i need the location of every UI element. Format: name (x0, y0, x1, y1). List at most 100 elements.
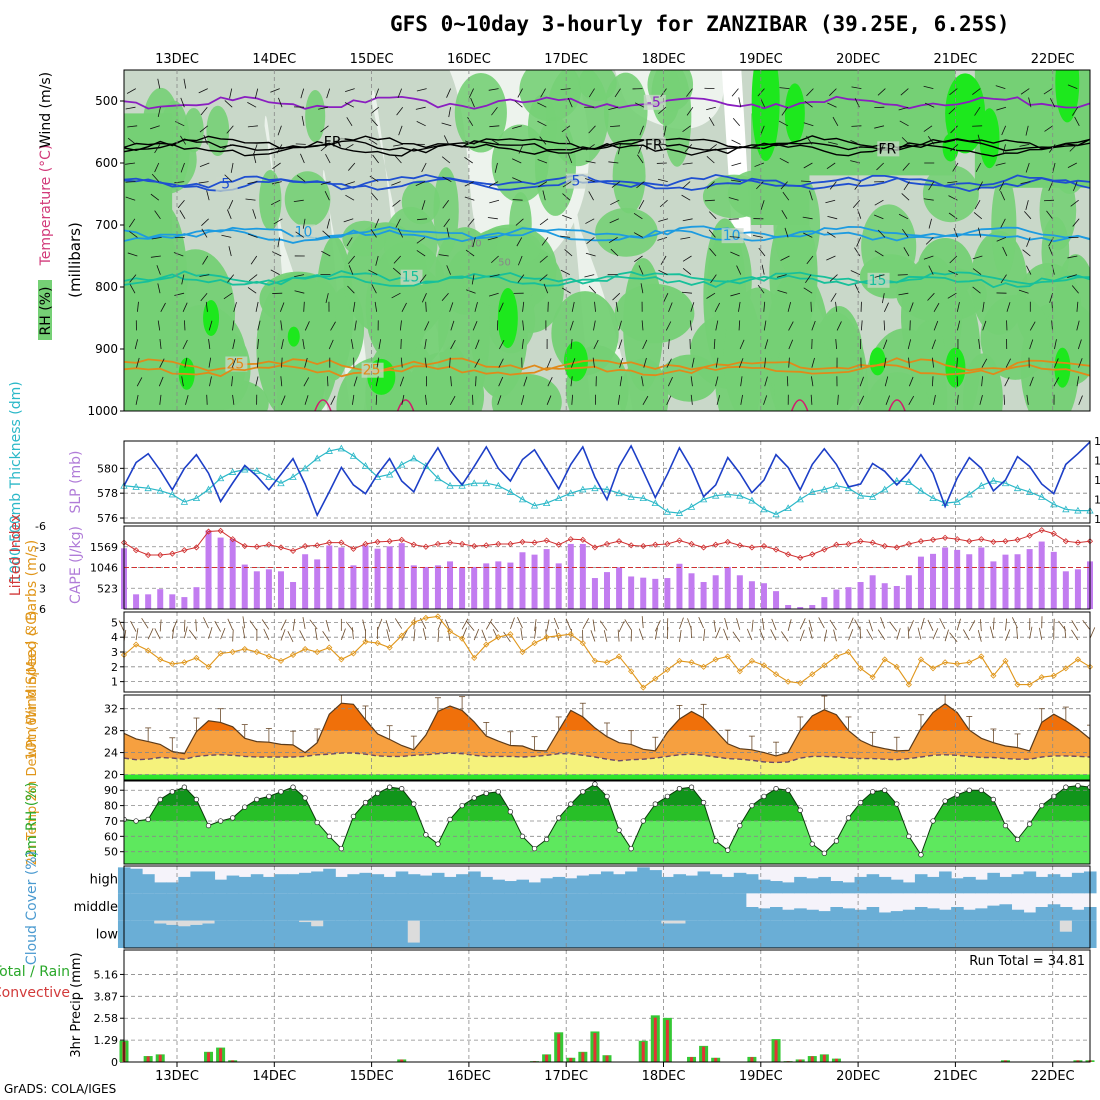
date-label-bottom: 17DEC (544, 1069, 588, 1084)
wind-barb (706, 106, 716, 111)
wind-barb (515, 218, 524, 226)
wind-barb (503, 631, 511, 642)
wind-barb (832, 116, 839, 126)
wind-barb (300, 153, 305, 164)
wind-barb (758, 247, 766, 257)
cloud-middle-bar (395, 893, 409, 921)
precip-tick-label: 0 (111, 1056, 118, 1069)
wind-barb (1072, 106, 1079, 116)
wind-barb (413, 617, 416, 630)
wind-barb (617, 394, 621, 405)
rh-point (447, 816, 453, 823)
cloud-low-bar (516, 920, 530, 948)
rh-point (230, 815, 236, 821)
wind-barb (302, 218, 306, 229)
dewpoint-line (124, 752, 1090, 764)
cloud-low-bar (130, 920, 143, 948)
wind-barb (276, 144, 283, 154)
isotherm-label-bg (322, 134, 345, 150)
thickness-point (337, 444, 346, 452)
lifted-index-point (676, 537, 683, 544)
rh-point (1039, 802, 1045, 809)
cloud-low-bar (1035, 920, 1049, 948)
wind-barb (295, 231, 305, 238)
precip-convective-bar (822, 1054, 826, 1062)
wind-barb (1022, 249, 1031, 257)
thickness-point (301, 464, 309, 472)
wind-barb (397, 88, 403, 99)
cloud-low-bar (262, 920, 276, 948)
wind-barb (588, 191, 594, 201)
thickness-point (699, 495, 708, 503)
wind-barb (823, 629, 828, 642)
wind-speed-point (1050, 672, 1057, 679)
wind-barb (836, 321, 842, 331)
wind-barb (489, 181, 499, 187)
lifted-index-point (1026, 532, 1033, 539)
rh-moist-area (774, 321, 834, 411)
rh-point (411, 801, 417, 807)
wind-barb (154, 144, 161, 154)
cloud-middle-bar (673, 893, 686, 921)
lifted-index-point (1086, 538, 1094, 545)
wind-barb (401, 394, 405, 405)
rh-legend-swatch (38, 280, 52, 340)
rh-point (290, 784, 296, 790)
cloud-middle-bar (166, 893, 179, 921)
cloud-middle-bar (383, 893, 397, 921)
wind-barb (877, 629, 886, 640)
rh-moist-area (206, 105, 230, 156)
cape-bar (374, 548, 381, 609)
cape-bar (555, 563, 562, 609)
thickness-line (123, 447, 1090, 515)
wind-barb (221, 234, 232, 238)
rh-moist-area (259, 169, 282, 231)
wind-barb (157, 78, 161, 89)
wind-barb (654, 627, 658, 640)
wind-barb (827, 141, 838, 145)
wind-barb (715, 320, 719, 331)
wind-speed-point (664, 666, 671, 673)
isotherm-label-bg (643, 94, 666, 110)
wind-barb (514, 100, 523, 108)
wind-barb (512, 158, 522, 164)
wind-barb (546, 358, 552, 368)
cloud-middle-bar (456, 893, 469, 921)
wind-barb (302, 339, 305, 350)
rh-point (845, 815, 852, 821)
wind-barb (856, 237, 862, 247)
wind-barb (909, 302, 914, 312)
temperature-fill (124, 703, 1090, 763)
wind-barb (781, 210, 788, 220)
rh-point (531, 845, 538, 852)
wind-barb (252, 209, 257, 219)
wind-barb (787, 302, 792, 312)
precip-convective-bar (557, 1033, 561, 1062)
cloud-level-label: middle (74, 900, 118, 915)
isotherm-label: -5 (647, 95, 661, 111)
lifted-index-point (700, 544, 707, 551)
cloud-low-bar (456, 920, 469, 948)
wind-barb (706, 181, 715, 189)
wind-barb (927, 292, 935, 301)
wind-barb (663, 125, 667, 136)
cape-tick-label: 523 (97, 582, 118, 595)
wind-barb (827, 102, 837, 108)
pressure-tick-label: 1000 (87, 404, 118, 418)
wind-barb (1077, 339, 1082, 350)
wind-barb (923, 125, 933, 132)
wind-barb (808, 627, 813, 639)
wind-barb (1071, 620, 1079, 631)
wind-barb (641, 616, 644, 629)
wind-barb (353, 376, 358, 387)
wind-barb (1076, 376, 1080, 387)
cloud-low-bar (504, 920, 517, 948)
wind-barb (546, 395, 552, 405)
cloud-high-bar (697, 871, 711, 894)
thickness-point (156, 486, 164, 494)
rh-point (676, 786, 683, 792)
wind-barb (977, 134, 982, 145)
wind-barb (181, 376, 184, 387)
